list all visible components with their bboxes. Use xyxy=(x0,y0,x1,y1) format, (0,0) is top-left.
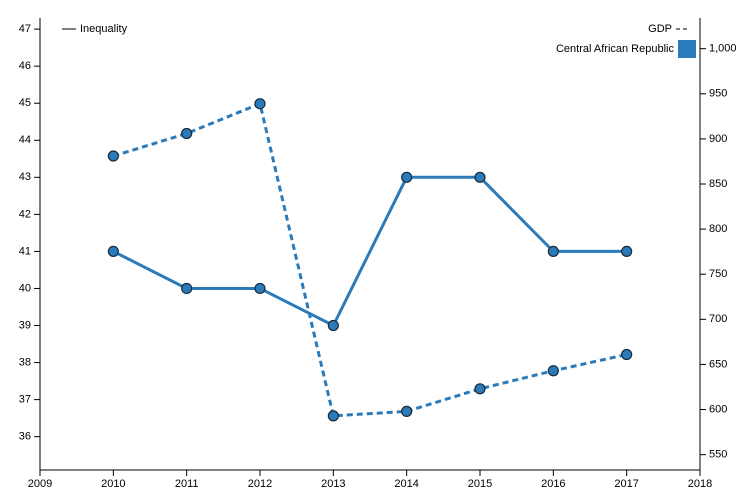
y-tick-label: 41 xyxy=(19,245,31,257)
x-tick-label: 2009 xyxy=(28,478,52,490)
point xyxy=(401,405,413,417)
y2-tick-label: 900 xyxy=(709,133,727,145)
point xyxy=(327,410,339,422)
y2-tick-label: 700 xyxy=(709,313,727,325)
y-tick-label: 46 xyxy=(19,60,31,72)
y2-tick-label: 850 xyxy=(709,178,727,190)
x-tick-label: 2012 xyxy=(248,478,272,490)
x-tick-label: 2013 xyxy=(321,478,345,490)
y-tick-label: 44 xyxy=(19,134,31,146)
x-tick-label: 2016 xyxy=(541,478,565,490)
y-tick-label: 45 xyxy=(19,97,31,109)
y-tick-label: 36 xyxy=(19,431,31,443)
series-line xyxy=(112,101,627,418)
point xyxy=(107,150,119,162)
y2-tick-label: 600 xyxy=(709,403,727,415)
y2-tick-label: 650 xyxy=(709,358,727,370)
y2-tick-label: 800 xyxy=(709,223,727,235)
x-tick-label: 2017 xyxy=(614,478,638,490)
y-tick-label: 40 xyxy=(19,282,31,294)
point xyxy=(621,245,633,258)
legend-label: Central African Republic xyxy=(556,43,675,55)
y-tick-label: 39 xyxy=(19,319,31,331)
legend-swatch xyxy=(678,40,696,58)
x-tick-label: 2014 xyxy=(394,478,418,490)
point xyxy=(254,98,266,110)
y2-tick-label: 750 xyxy=(709,268,727,280)
x-tick-label: 2010 xyxy=(101,478,125,490)
y-tick-label: 42 xyxy=(19,208,31,220)
legend-label: Inequality xyxy=(80,23,128,35)
x-tick-label: 2015 xyxy=(468,478,492,490)
point xyxy=(474,171,486,183)
y-tick-label: 38 xyxy=(19,356,31,368)
point xyxy=(327,319,339,332)
point xyxy=(401,171,413,183)
y2-tick-label: 950 xyxy=(709,88,727,100)
point xyxy=(181,282,193,295)
x-tick-label: 2018 xyxy=(688,478,712,490)
point xyxy=(621,348,633,361)
x-tick-label: 2011 xyxy=(175,478,199,490)
point xyxy=(107,245,119,258)
series-line xyxy=(112,175,627,328)
legend-label: GDP xyxy=(648,23,672,35)
y2-tick-label: 1,000 xyxy=(709,43,737,55)
point xyxy=(547,365,559,377)
y2-tick-label: 550 xyxy=(709,449,727,461)
y-tick-label: 43 xyxy=(19,171,31,183)
point xyxy=(254,282,266,295)
y-tick-label: 47 xyxy=(19,23,31,35)
point xyxy=(474,383,486,395)
point xyxy=(547,245,559,258)
y-tick-label: 37 xyxy=(19,394,31,406)
point xyxy=(181,127,193,140)
